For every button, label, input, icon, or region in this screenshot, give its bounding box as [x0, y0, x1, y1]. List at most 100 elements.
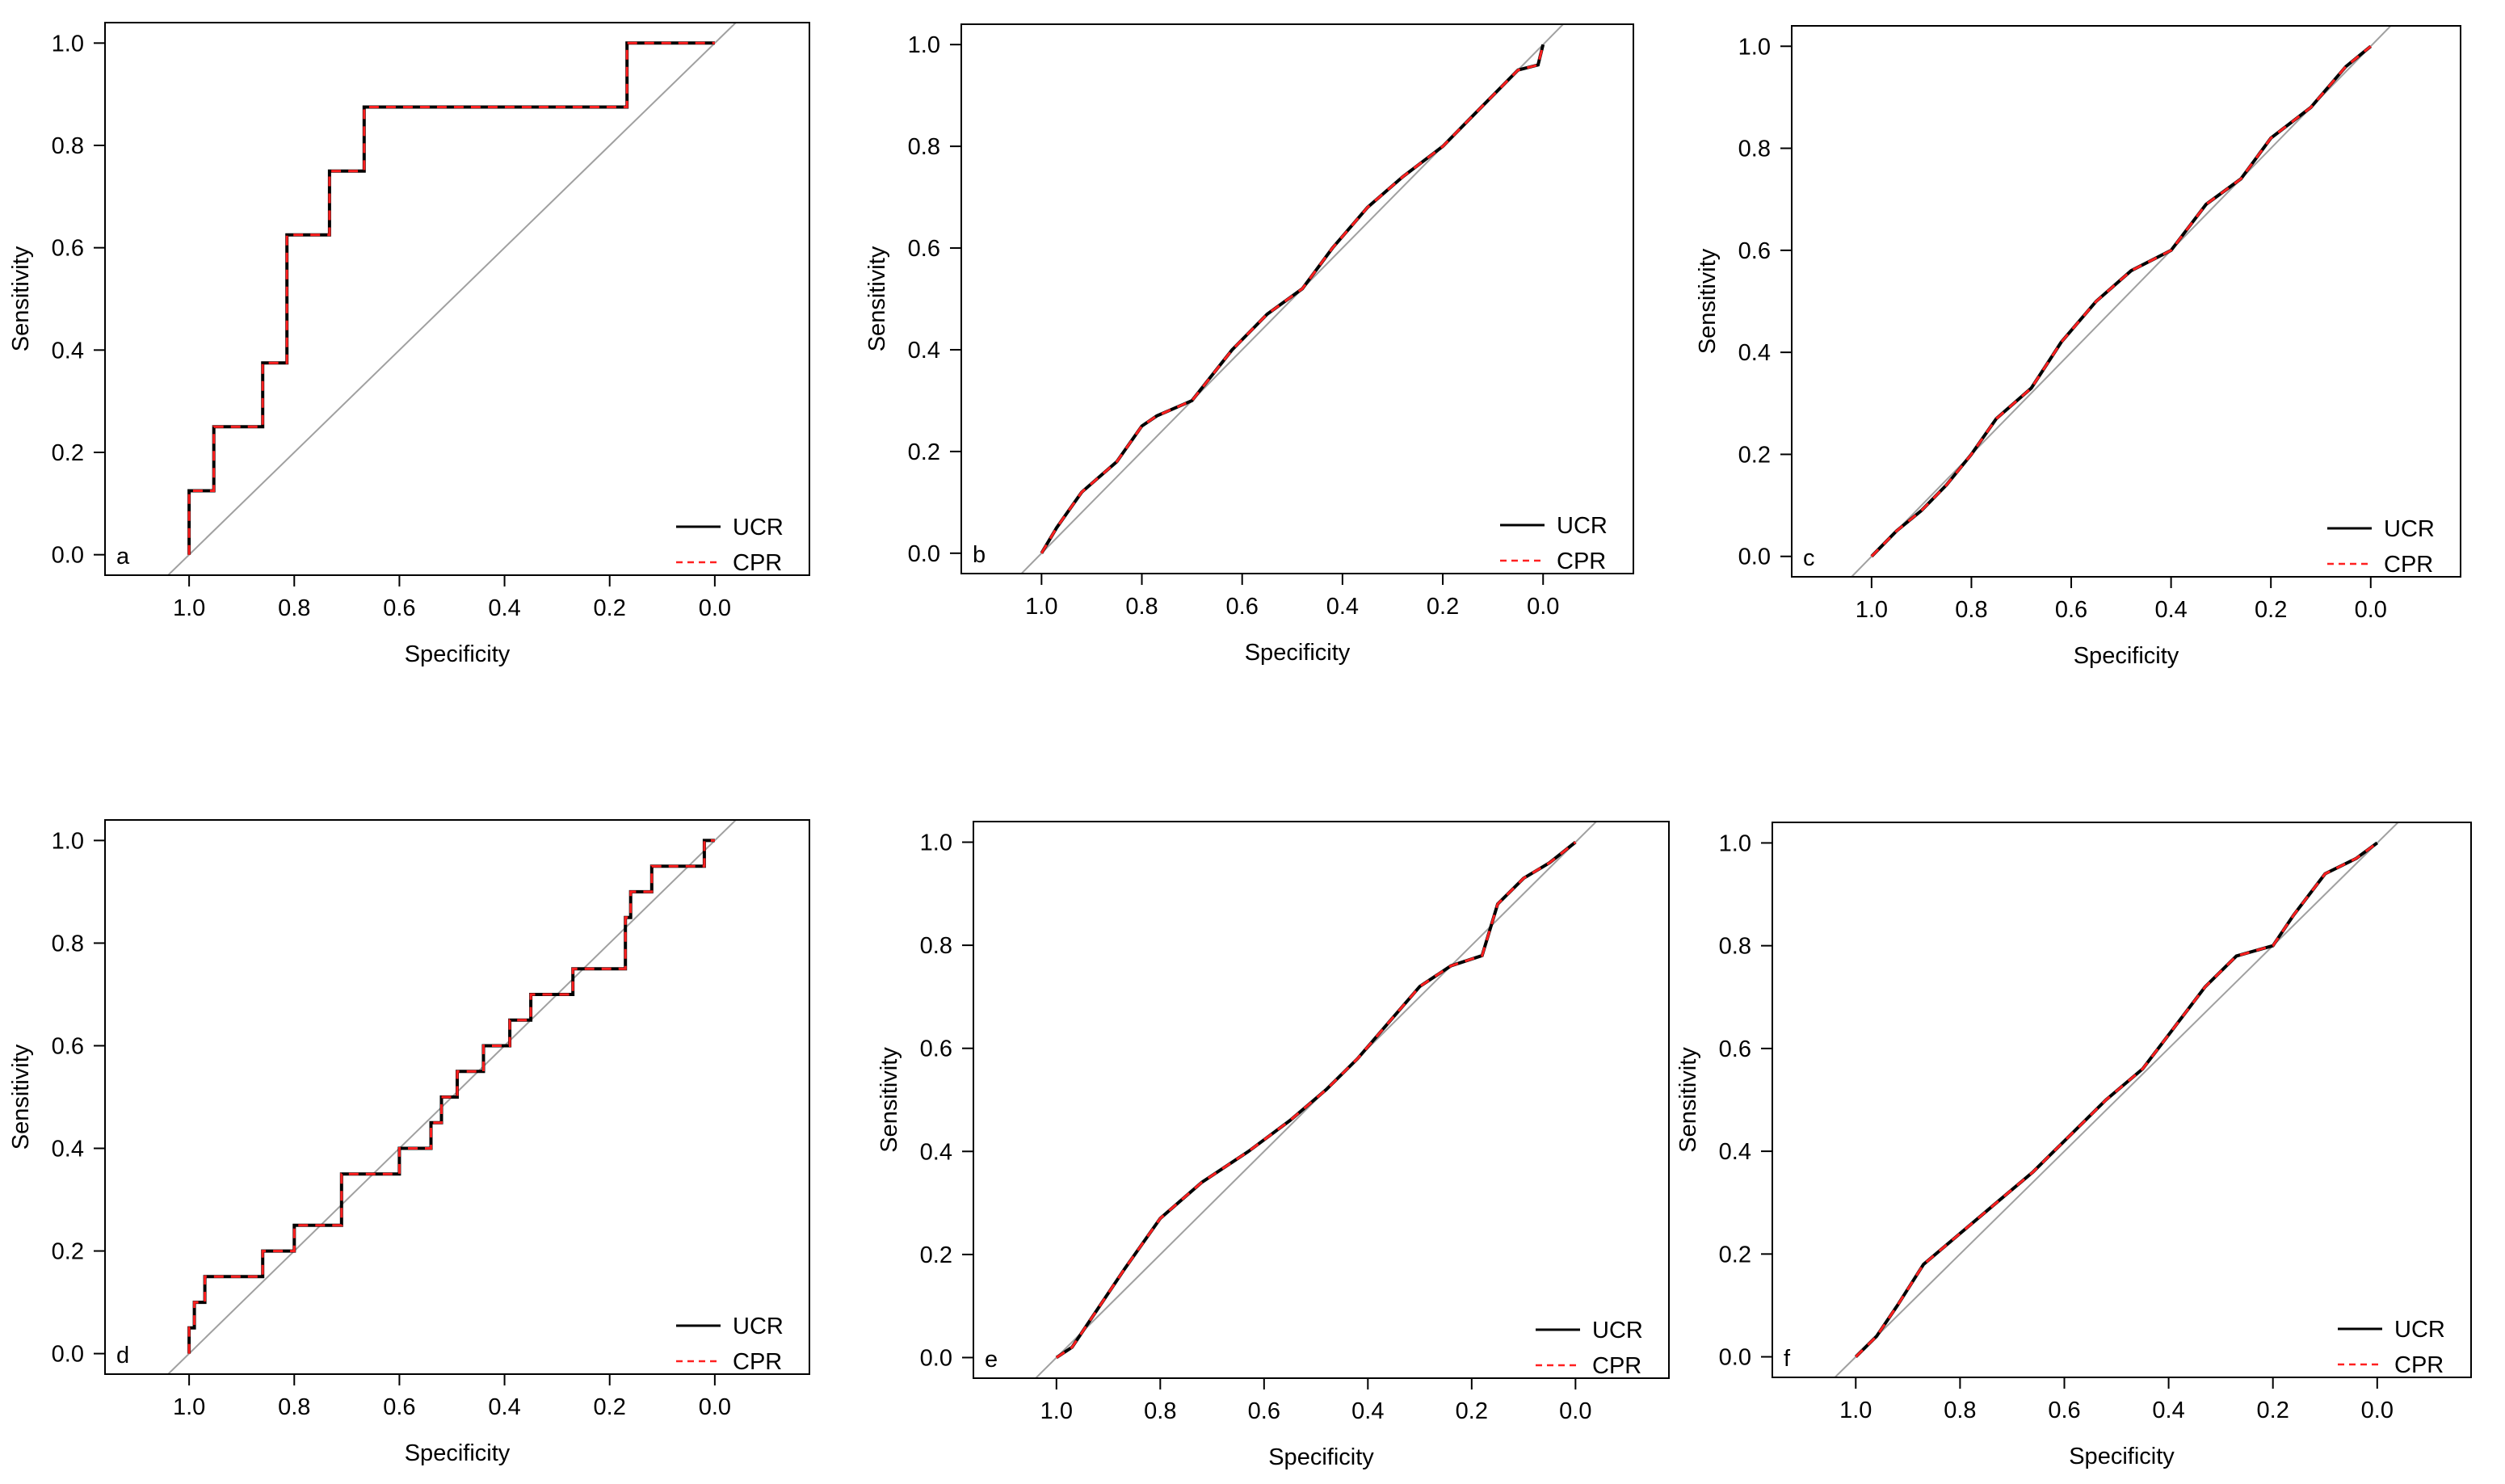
x-tick-label: 1.0 — [173, 595, 205, 621]
roc-line-cpr — [1855, 842, 2378, 1358]
y-tick-label: 0.4 — [920, 1139, 952, 1165]
y-tick-label: 0.6 — [52, 1033, 84, 1059]
y-tick-label: 0.6 — [920, 1036, 952, 1062]
x-tick-label: 1.0 — [1839, 1398, 1872, 1423]
x-tick-label: 0.6 — [1226, 594, 1259, 620]
roc-line-ucr — [1040, 44, 1545, 554]
panel-label: a — [116, 544, 130, 570]
x-tick-label: 0.0 — [699, 1394, 731, 1420]
roc-panel-f: 1.0 0.8 0.6 0.4 0.2 0.0 0.0 0.2 0.4 0.6 0.8 1.0 Spec… — [1675, 822, 2472, 1469]
x-tick-label: 1.0 — [1856, 597, 1888, 623]
plot-frame — [104, 819, 810, 1375]
diagonal-reference-line — [1850, 26, 2392, 577]
y-tick-label: 0.0 — [920, 1345, 952, 1371]
y-tick-label: 0.4 — [52, 338, 84, 364]
x-tick-label: 0.4 — [1326, 594, 1359, 620]
plot-frame — [104, 22, 810, 576]
y-axis-label: Sensitivity — [8, 246, 34, 351]
x-tick-label: 0.6 — [1248, 1398, 1280, 1424]
x-tick-label: 0.4 — [2152, 1398, 2184, 1423]
x-axis-label: Specificity — [1268, 1444, 1374, 1470]
y-tick-label: 1.0 — [1719, 830, 1751, 856]
x-tick-label: 0.2 — [1456, 1398, 1488, 1424]
x-tick-label: 0.4 — [488, 1394, 520, 1420]
x-tick-label: 0.4 — [488, 595, 520, 621]
x-tick-label: 1.0 — [1040, 1398, 1073, 1424]
roc-line-ucr — [187, 839, 715, 1354]
x-tick-label: 0.0 — [2361, 1398, 2394, 1423]
y-tick-label: 0.4 — [1719, 1139, 1751, 1165]
x-tick-label: 0.2 — [2257, 1398, 2289, 1423]
roc-panel-b: 1.0 0.8 0.6 0.4 0.2 0.0 0.0 0.2 0.4 0.6 0.8 1.0 Spec… — [864, 23, 1634, 666]
y-tick-label: 1.0 — [908, 32, 940, 58]
x-tick-label: 0.6 — [383, 1394, 415, 1420]
y-tick-label: 0.8 — [52, 133, 84, 159]
x-tick-label: 0.6 — [2048, 1398, 2080, 1423]
plot-frame — [960, 23, 1634, 574]
legend-label-ucr: UCR — [1557, 513, 1608, 539]
y-tick-label: 0.0 — [52, 543, 84, 569]
x-tick-label: 0.8 — [1125, 594, 1158, 620]
legend-label-cpr: CPR — [1557, 549, 1606, 574]
x-tick-label: 0.8 — [278, 595, 310, 621]
y-tick-label: 0.0 — [1719, 1345, 1751, 1371]
y-tick-label: 0.2 — [908, 439, 940, 465]
legend-label-cpr: CPR — [1592, 1353, 1641, 1379]
y-tick-label: 0.8 — [52, 931, 84, 956]
y-tick-label: 0.2 — [920, 1242, 952, 1268]
legend-label-cpr: CPR — [733, 550, 782, 576]
x-tick-label: 1.0 — [1025, 594, 1057, 620]
x-tick-label: 0.8 — [1955, 597, 1987, 623]
legend-label-ucr: UCR — [733, 515, 784, 540]
roc-line-cpr — [1870, 45, 2372, 557]
y-tick-label: 1.0 — [52, 828, 84, 854]
y-tick-label: 0.8 — [920, 933, 952, 959]
panel-label: f — [1784, 1346, 1791, 1372]
legend-label-ucr: UCR — [2394, 1317, 2445, 1343]
legend-label-ucr: UCR — [2384, 516, 2435, 542]
legend-label-cpr: CPR — [2384, 552, 2433, 578]
y-tick-label: 0.4 — [52, 1137, 84, 1162]
y-tick-label: 0.2 — [1738, 442, 1771, 468]
legend-label-cpr: CPR — [733, 1349, 782, 1375]
plot-frame — [973, 821, 1670, 1379]
x-tick-label: 0.0 — [1527, 594, 1559, 620]
y-axis-label: Sensitivity — [1695, 248, 1721, 354]
y-tick-label: 0.8 — [1719, 934, 1751, 960]
y-tick-label: 0.0 — [908, 541, 940, 567]
x-axis-label: Specificity — [405, 641, 511, 667]
x-tick-label: 0.8 — [1944, 1398, 1976, 1423]
legend-label-ucr: UCR — [1592, 1318, 1643, 1343]
roc-panel-a: 1.0 0.8 0.6 0.4 0.2 0.0 0.0 0.2 0.4 0.6 0.8 1.0 Spec… — [8, 22, 810, 667]
y-axis-label: Sensitivity — [864, 246, 890, 351]
x-tick-label: 0.2 — [594, 1394, 626, 1420]
x-tick-label: 0.6 — [2055, 597, 2087, 623]
y-tick-label: 0.8 — [1738, 137, 1771, 162]
y-tick-label: 0.6 — [1738, 238, 1771, 264]
panel-label: d — [116, 1343, 129, 1368]
y-axis-label: Sensitivity — [8, 1044, 34, 1150]
legend-label-ucr: UCR — [733, 1314, 784, 1339]
y-tick-label: 0.2 — [1719, 1242, 1751, 1267]
legend-label-cpr: CPR — [2394, 1352, 2444, 1378]
x-axis-label: Specificity — [2074, 643, 2179, 669]
x-tick-label: 0.6 — [383, 595, 415, 621]
diagonal-reference-line — [166, 23, 738, 575]
y-tick-label: 0.2 — [52, 1239, 84, 1265]
x-tick-label: 0.4 — [1351, 1398, 1384, 1424]
panel-label: e — [985, 1347, 998, 1373]
x-tick-label: 0.2 — [1427, 594, 1459, 620]
plot-frame — [1791, 25, 2461, 578]
plot-frame — [1772, 822, 2472, 1378]
y-tick-label: 1.0 — [920, 830, 952, 856]
panel-label: c — [1803, 545, 1815, 571]
diagonal-reference-line — [1834, 822, 2400, 1377]
y-tick-label: 0.8 — [908, 134, 940, 160]
x-axis-label: Specificity — [1245, 640, 1351, 666]
y-tick-label: 0.6 — [52, 236, 84, 262]
y-tick-label: 1.0 — [52, 31, 84, 57]
x-tick-label: 0.0 — [1559, 1398, 1591, 1424]
y-tick-label: 1.0 — [1738, 34, 1771, 60]
y-axis-label: Sensitivity — [1675, 1047, 1701, 1153]
